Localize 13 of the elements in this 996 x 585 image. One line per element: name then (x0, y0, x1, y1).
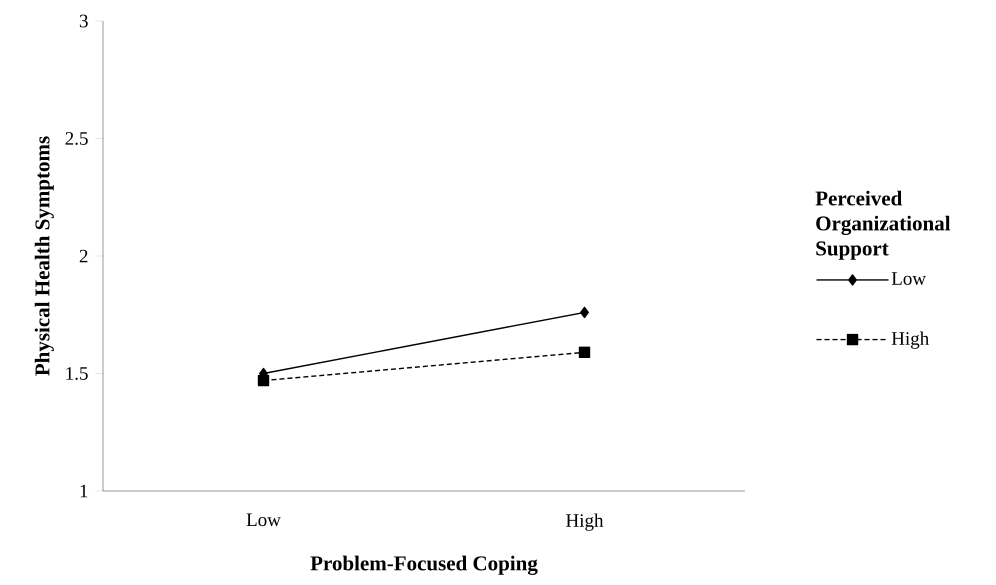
y-tick-label: 2.5 (66, 132, 88, 145)
y-axis-title: Physical Health Symptoms (34, 136, 54, 376)
y-tick-label: 1 (80, 484, 88, 498)
legend-label: Low (892, 272, 926, 285)
legend-label: High (892, 332, 929, 349)
y-tick-label: 3 (80, 14, 88, 28)
x-axis-title: Problem-Focused Coping (310, 556, 538, 575)
point (258, 374, 270, 386)
y-tick-label: 2 (80, 250, 88, 262)
y-tick-label: 1.5 (66, 367, 88, 380)
point (578, 346, 590, 358)
point (580, 306, 589, 318)
legend-title: Perceived Organizational Support (816, 190, 950, 260)
